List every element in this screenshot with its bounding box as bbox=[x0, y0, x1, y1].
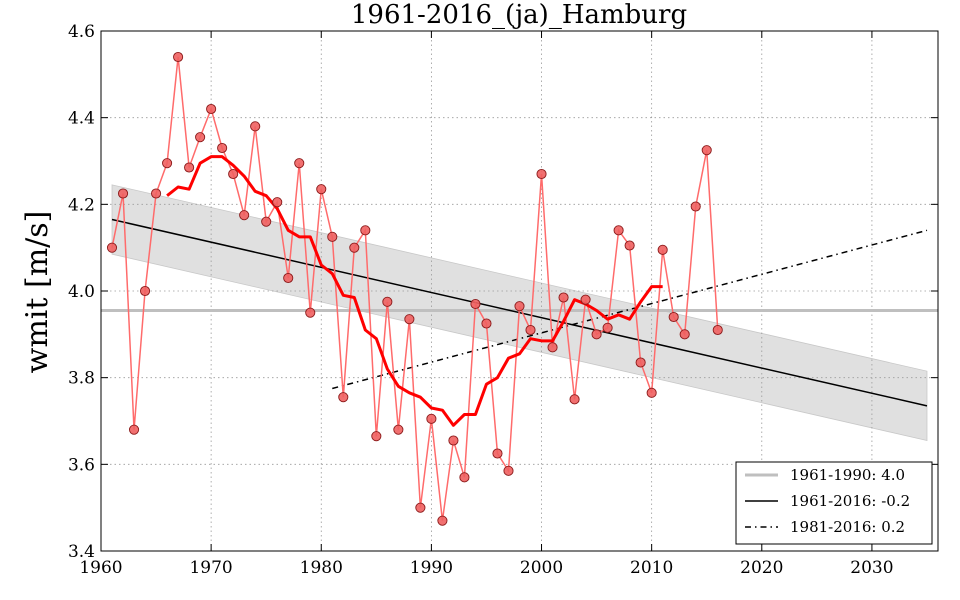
y-tick-label: 3.6 bbox=[68, 455, 95, 475]
data-point bbox=[503, 465, 514, 476]
data-point bbox=[250, 121, 261, 132]
data-point bbox=[470, 298, 481, 310]
axis-ticks: 1960 1970 1980 1990 2000 2010 2020 2030 3.4 3.6 3.… bbox=[68, 22, 938, 578]
data-point bbox=[261, 216, 272, 227]
data-point bbox=[569, 394, 580, 405]
data-point bbox=[701, 145, 712, 156]
data-point bbox=[360, 225, 371, 236]
data-point bbox=[117, 188, 129, 199]
data-point bbox=[184, 162, 195, 173]
data-point bbox=[679, 329, 690, 340]
data-point bbox=[591, 329, 602, 340]
chart-title: 1961-2016_(ja)_Hamburg bbox=[351, 0, 687, 30]
x-tick-label: 2020 bbox=[740, 558, 783, 578]
data-point bbox=[106, 242, 118, 253]
annual-series-line bbox=[111, 56, 719, 521]
data-point bbox=[514, 301, 525, 312]
data-point bbox=[283, 272, 294, 284]
data-point bbox=[382, 296, 393, 307]
data-point bbox=[613, 225, 624, 236]
data-point bbox=[349, 242, 360, 253]
series-layer bbox=[111, 56, 719, 521]
data-point bbox=[239, 210, 250, 221]
x-tick-label: 1960 bbox=[79, 558, 122, 578]
y-axis-label: wmit [m/s] bbox=[20, 211, 55, 374]
y-tick-label: 3.8 bbox=[68, 369, 95, 389]
marker-layer bbox=[106, 51, 723, 526]
data-point bbox=[426, 413, 437, 424]
data-point bbox=[668, 311, 679, 323]
data-point bbox=[173, 51, 184, 63]
data-point bbox=[657, 244, 668, 255]
data-point bbox=[712, 324, 723, 336]
data-point bbox=[327, 231, 338, 242]
data-point bbox=[316, 184, 327, 195]
x-tick-label: 2000 bbox=[520, 558, 563, 578]
y-tick-label: 3.4 bbox=[68, 542, 95, 562]
data-point bbox=[459, 472, 470, 483]
data-point bbox=[195, 132, 206, 143]
data-point bbox=[624, 240, 635, 251]
x-tick-label: 1970 bbox=[189, 558, 232, 578]
data-point bbox=[448, 435, 459, 446]
data-point bbox=[536, 168, 547, 180]
data-point bbox=[492, 448, 503, 459]
y-tick-label: 4.2 bbox=[68, 195, 95, 215]
data-point bbox=[437, 515, 448, 526]
data-point bbox=[580, 294, 591, 305]
data-point bbox=[547, 342, 558, 353]
y-tick-label: 4.6 bbox=[68, 22, 95, 42]
data-point bbox=[162, 158, 173, 169]
data-point bbox=[371, 431, 382, 442]
data-point bbox=[690, 201, 701, 212]
x-tick-label: 2010 bbox=[630, 558, 673, 578]
legend-label-baseline: 1961-1990: 4.0 bbox=[790, 466, 905, 484]
data-point bbox=[635, 357, 646, 368]
data-point bbox=[151, 188, 162, 199]
legend: 1961-1990: 4.0 1961-2016: -0.2 1981-2016… bbox=[735, 461, 933, 545]
legend-label-trend-recent: 1981-2016: 0.2 bbox=[790, 518, 905, 536]
data-point bbox=[481, 318, 492, 329]
data-point bbox=[272, 197, 283, 208]
legend-label-trend-full: 1961-2016: -0.2 bbox=[790, 492, 910, 510]
data-point bbox=[525, 324, 536, 336]
x-tick-label: 1980 bbox=[300, 558, 343, 578]
data-point bbox=[217, 142, 228, 154]
running-mean-line bbox=[166, 155, 663, 427]
x-tick-label: 1990 bbox=[410, 558, 453, 578]
data-point bbox=[206, 103, 217, 115]
data-point bbox=[228, 168, 239, 180]
data-point bbox=[294, 158, 305, 169]
y-tick-label: 4.4 bbox=[68, 109, 95, 129]
data-point bbox=[139, 285, 151, 297]
data-point bbox=[602, 322, 613, 333]
data-point bbox=[305, 307, 316, 318]
data-point bbox=[415, 502, 426, 513]
data-point bbox=[338, 392, 349, 403]
x-tick-label: 2030 bbox=[850, 558, 893, 578]
data-point bbox=[646, 387, 657, 398]
data-point bbox=[404, 314, 415, 325]
data-point bbox=[558, 292, 569, 303]
trend-1981-2016-line bbox=[332, 229, 928, 390]
y-tick-label: 4.0 bbox=[68, 282, 95, 302]
data-point bbox=[128, 424, 140, 435]
data-point bbox=[393, 424, 404, 435]
